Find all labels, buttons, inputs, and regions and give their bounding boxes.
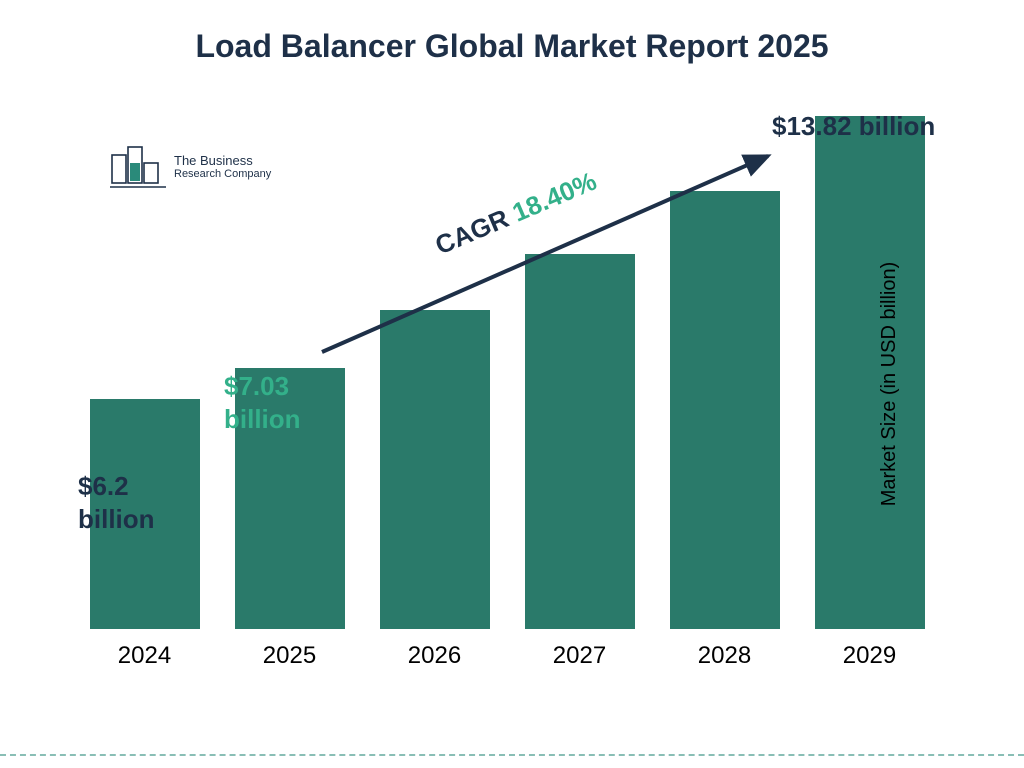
- callout-first: $6.2 billion: [78, 470, 188, 535]
- bar-wrap-4: [652, 191, 797, 629]
- bottom-dashed-divider: [0, 754, 1024, 756]
- y-axis-label-text: Market Size (in USD billion): [878, 262, 900, 507]
- chart-area: 2024 2025 2026 2027 2028 2029: [72, 110, 942, 670]
- x-axis-labels: 2024 2025 2026 2027 2028 2029: [72, 642, 942, 670]
- callout-last-text: $13.82 billion: [772, 111, 935, 141]
- xlabel-5: 2029: [797, 642, 942, 670]
- callout-first-text: $6.2 billion: [78, 471, 155, 534]
- bar-4: [670, 191, 780, 629]
- callout-last: $13.82 billion: [772, 110, 935, 143]
- bar-wrap-3: [507, 254, 652, 629]
- xlabel-3: 2027: [507, 642, 652, 670]
- xlabel-4: 2028: [652, 642, 797, 670]
- bar-5: [815, 116, 925, 629]
- xlabel-0: 2024: [72, 642, 217, 670]
- xlabel-1: 2025: [217, 642, 362, 670]
- bar-wrap-2: [362, 310, 507, 629]
- chart-title: Load Balancer Global Market Report 2025: [0, 28, 1024, 65]
- bar-2: [380, 310, 490, 629]
- callout-second-text: $7.03 billion: [224, 371, 301, 434]
- bar-3: [525, 254, 635, 629]
- y-axis-label: Market Size (in USD billion): [878, 262, 901, 507]
- bars-container: [72, 110, 942, 630]
- callout-second: $7.03 billion: [224, 370, 334, 435]
- bar-wrap-5: [797, 116, 942, 629]
- chart-title-text: Load Balancer Global Market Report 2025: [195, 28, 828, 64]
- xlabel-2: 2026: [362, 642, 507, 670]
